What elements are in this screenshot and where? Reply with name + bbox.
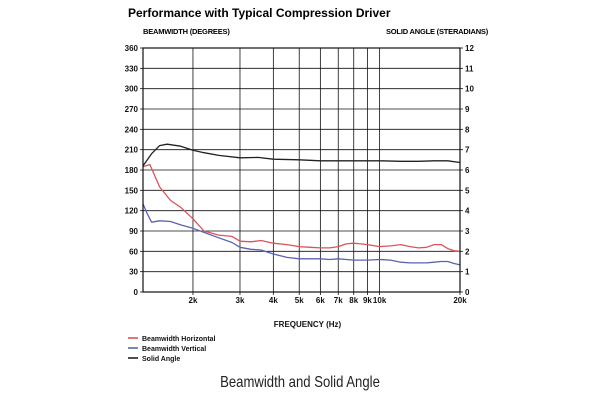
legend-label-solid-angle: Solid Angle: [142, 356, 180, 363]
x-tick-label: 6k: [316, 296, 325, 305]
legend: Beamwidth Horizontal Beamwidth Vertical So…: [128, 336, 216, 363]
y-axis-title: BEAMWIDTH (DEGREES): [143, 27, 230, 36]
x-tick-label: 20k: [453, 296, 467, 305]
legend-label-beamwidth-vertical: Beamwidth Vertical: [142, 346, 206, 353]
series-line-beamwidth-vertical: [142, 203, 461, 266]
y-tick-label: 210: [125, 146, 139, 155]
x-tick-label: 8k: [349, 296, 358, 305]
y-tick-label: 30: [129, 268, 138, 277]
y2-axis-title: SOLID ANGLE (STERADIANS): [386, 27, 489, 36]
grid-layer: [140, 47, 463, 295]
y2-tick-label: 12: [465, 44, 474, 53]
y2-tick-label: 6: [465, 166, 470, 175]
series-line-beamwidth-horizontal: [142, 163, 461, 252]
x-tick-label: 3k: [236, 296, 245, 305]
y2-tick-label: 1: [465, 268, 470, 277]
x-tick-label: 2k: [189, 296, 198, 305]
y-tick-label: 270: [125, 105, 139, 114]
series-layer: [142, 143, 461, 266]
y-tick-label: 0: [134, 288, 139, 297]
y-tick-label: 300: [125, 85, 139, 94]
y2-tick-label: 10: [465, 85, 474, 94]
tick-label-layer: 0306090120150180210240270300330360012345…: [125, 44, 475, 305]
y-tick-label: 120: [125, 207, 139, 216]
x-axis-title: FREQUENCY (Hz): [274, 320, 342, 329]
plot-frame: [142, 47, 461, 293]
y2-tick-label: 0: [465, 288, 470, 297]
y2-tick-label: 3: [465, 227, 470, 236]
y-tick-label: 180: [125, 166, 139, 175]
y2-tick-label: 8: [465, 125, 470, 134]
y-tick-label: 360: [125, 44, 139, 53]
x-tick-label: 4k: [269, 296, 278, 305]
y2-tick-label: 2: [465, 247, 470, 256]
y2-tick-label: 4: [465, 207, 470, 216]
legend-label-beamwidth-horizontal: Beamwidth Horizontal: [142, 336, 216, 343]
y-tick-label: 90: [129, 227, 138, 236]
page-title: Performance with Typical Compression Dri…: [128, 6, 391, 20]
y-tick-label: 240: [125, 125, 139, 134]
y2-tick-label: 11: [465, 64, 474, 73]
x-tick-label: 7k: [334, 296, 343, 305]
y-tick-label: 330: [125, 64, 139, 73]
y2-tick-label: 5: [465, 186, 470, 195]
y-tick-label: 60: [129, 247, 138, 256]
x-tick-label: 10k: [373, 296, 387, 305]
y2-tick-label: 7: [465, 146, 470, 155]
y-tick-label: 150: [125, 186, 139, 195]
y2-tick-label: 9: [465, 105, 470, 114]
series-line-solid-angle: [142, 143, 461, 167]
x-tick-label: 9k: [363, 296, 372, 305]
x-tick-label: 5k: [295, 296, 304, 305]
chart-caption: Beamwidth and Solid Angle: [220, 374, 380, 391]
